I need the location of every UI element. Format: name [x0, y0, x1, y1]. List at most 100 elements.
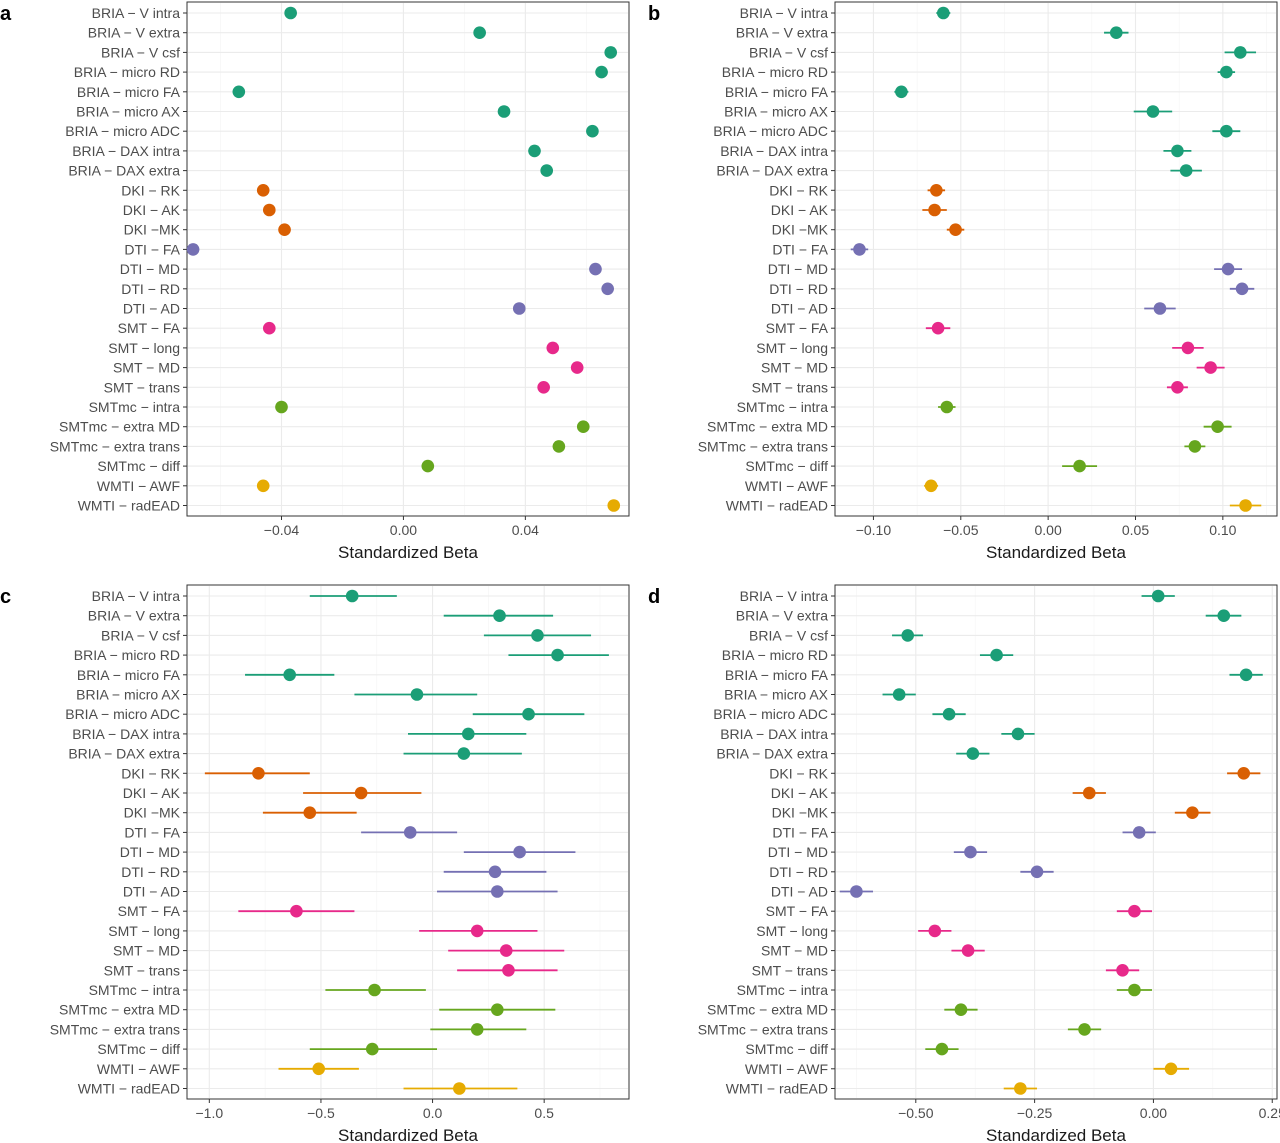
- y-tick-label: DKI − RK: [121, 765, 180, 781]
- x-tick-label: −0.25: [1017, 1105, 1053, 1121]
- y-tick-label: SMTmc − extra MD: [59, 419, 180, 435]
- y-tick-label: SMT − trans: [104, 379, 180, 395]
- estimate-point: [954, 1003, 968, 1016]
- estimate-point: [497, 105, 511, 118]
- y-tick-label: SMT − long: [108, 923, 180, 939]
- x-tick-label: 0.00: [390, 522, 417, 538]
- estimate-point: [901, 629, 915, 642]
- y-tick-label: WMTI − radEAD: [726, 498, 828, 514]
- x-tick-label: 0.00: [1140, 1105, 1167, 1121]
- estimate-point: [1146, 105, 1160, 118]
- estimate-point: [595, 65, 608, 79]
- estimate-point: [490, 1003, 504, 1016]
- y-tick-label: SMTmc − intra: [89, 982, 181, 998]
- estimate-point: [1014, 1082, 1027, 1095]
- y-tick-label: SMT − trans: [752, 379, 828, 395]
- y-tick-label: DTI − RD: [769, 281, 828, 297]
- x-tick-label: −1.0: [196, 1105, 224, 1121]
- y-tick-label: DKI − AK: [123, 202, 181, 218]
- y-tick-label: BRIA − DAX extra: [716, 746, 828, 762]
- plot-area: [186, 584, 630, 1100]
- x-axis-title: Standardized Beta: [986, 1126, 1126, 1143]
- estimate-point: [928, 203, 941, 217]
- y-tick-label: DTI − AD: [123, 884, 180, 900]
- estimate-point: [1221, 262, 1235, 276]
- y-tick-label: BRIA − V extra: [736, 25, 828, 41]
- y-tick-label: DTI − FA: [772, 241, 828, 257]
- y-tick-label: BRIA − DAX extra: [716, 163, 828, 179]
- estimate-point: [895, 85, 908, 99]
- estimate-point: [1204, 361, 1217, 374]
- estimate-point: [1220, 65, 1233, 79]
- y-tick-label: BRIA − micro AX: [76, 104, 181, 120]
- y-tick-label: BRIA − DAX intra: [720, 143, 828, 159]
- estimate-point: [473, 26, 486, 39]
- y-tick-label: BRIA − V intra: [740, 5, 829, 21]
- panel-a: a BRIA − V intra BRIA − V extra BRIA − V cs…: [0, 1, 630, 562]
- estimate-point: [1171, 144, 1184, 158]
- y-tick-label: SMTmc − extra trans: [698, 1021, 828, 1037]
- y-tick-label: DKI −MK: [124, 222, 181, 238]
- y-tick-label: SMTmc − extra MD: [707, 419, 828, 435]
- y-tick-label: SMT − trans: [104, 962, 180, 978]
- estimate-point: [232, 85, 246, 99]
- estimate-point: [1073, 459, 1086, 473]
- y-tick-label: SMTmc − diff: [745, 458, 828, 474]
- y-tick-label: DTI − FA: [124, 824, 180, 840]
- estimate-point: [1181, 341, 1195, 355]
- estimate-point: [940, 400, 954, 414]
- y-tick-label: SMT − MD: [113, 943, 180, 959]
- plot-frame: [186, 584, 630, 1100]
- estimate-point: [278, 223, 291, 236]
- x-tick-label: 0.04: [512, 522, 539, 538]
- y-tick-label: BRIA − micro AX: [724, 687, 829, 703]
- estimate-point: [284, 6, 297, 20]
- plot-area: [834, 1, 1278, 517]
- y-tick-label: WMTI − radEAD: [726, 1081, 828, 1097]
- y-tick-label: DKI −MK: [772, 222, 829, 238]
- panel-c: c BRIA − V intra BRIA − V extra BRIA − V cs…: [0, 584, 630, 1143]
- panel-b: b BRIA − V intra BRIA − V extra BRIA − V cs…: [648, 1, 1278, 562]
- estimate-point: [966, 747, 980, 760]
- x-tick-label: −0.5: [307, 1105, 335, 1121]
- estimate-point: [1179, 164, 1193, 177]
- y-tick-label: DTI − FA: [772, 824, 828, 840]
- estimate-point: [1011, 727, 1025, 741]
- estimate-point: [1188, 440, 1202, 453]
- estimate-point: [1082, 786, 1096, 800]
- y-tick-label: BRIA − V csf: [749, 627, 828, 643]
- x-tick-label: −0.50: [898, 1105, 934, 1121]
- plot-area: [834, 584, 1278, 1100]
- x-tick-label: 0.25: [1259, 1105, 1280, 1121]
- y-tick-label: SMTmc − extra MD: [59, 1002, 180, 1018]
- y-tick-label: SMT − long: [756, 923, 828, 939]
- x-axis-title: Standardized Beta: [338, 543, 478, 562]
- y-tick-label: DTI − AD: [771, 884, 828, 900]
- estimate-point: [601, 282, 614, 296]
- estimate-point: [1239, 499, 1252, 512]
- y-tick-label: SMTmc − extra trans: [698, 438, 828, 454]
- estimate-point: [1078, 1023, 1091, 1036]
- estimate-point: [1153, 302, 1167, 315]
- y-tick-label: BRIA − DAX extra: [68, 163, 180, 179]
- estimate-point: [502, 964, 515, 977]
- y-tick-label: BRIA − DAX extra: [68, 746, 180, 762]
- y-tick-label: DKI − RK: [121, 182, 180, 198]
- estimate-point: [540, 164, 553, 177]
- y-tick-label: SMTmc − intra: [737, 982, 829, 998]
- panel-letter: c: [0, 586, 11, 608]
- estimate-point: [1164, 1062, 1178, 1076]
- estimate-point: [1237, 767, 1251, 780]
- y-tick-label: DTI − MD: [768, 261, 828, 277]
- y-tick-label: SMTmc − diff: [745, 1041, 828, 1057]
- y-tick-label: WMTI − AWF: [745, 1061, 828, 1077]
- estimate-point: [935, 1042, 949, 1056]
- y-tick-label: SMT − FA: [766, 903, 829, 919]
- estimate-point: [499, 944, 513, 957]
- estimate-point: [283, 668, 296, 682]
- y-tick-label: WMTI − AWF: [97, 1061, 180, 1077]
- estimate-point: [263, 321, 276, 335]
- y-tick-label: SMT − trans: [752, 962, 828, 978]
- estimate-point: [312, 1062, 326, 1076]
- y-tick-label: SMT − long: [108, 340, 180, 356]
